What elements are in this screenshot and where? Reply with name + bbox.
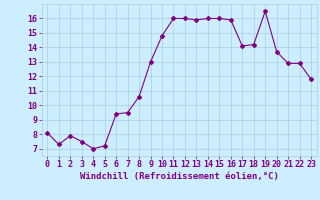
- X-axis label: Windchill (Refroidissement éolien,°C): Windchill (Refroidissement éolien,°C): [80, 172, 279, 181]
